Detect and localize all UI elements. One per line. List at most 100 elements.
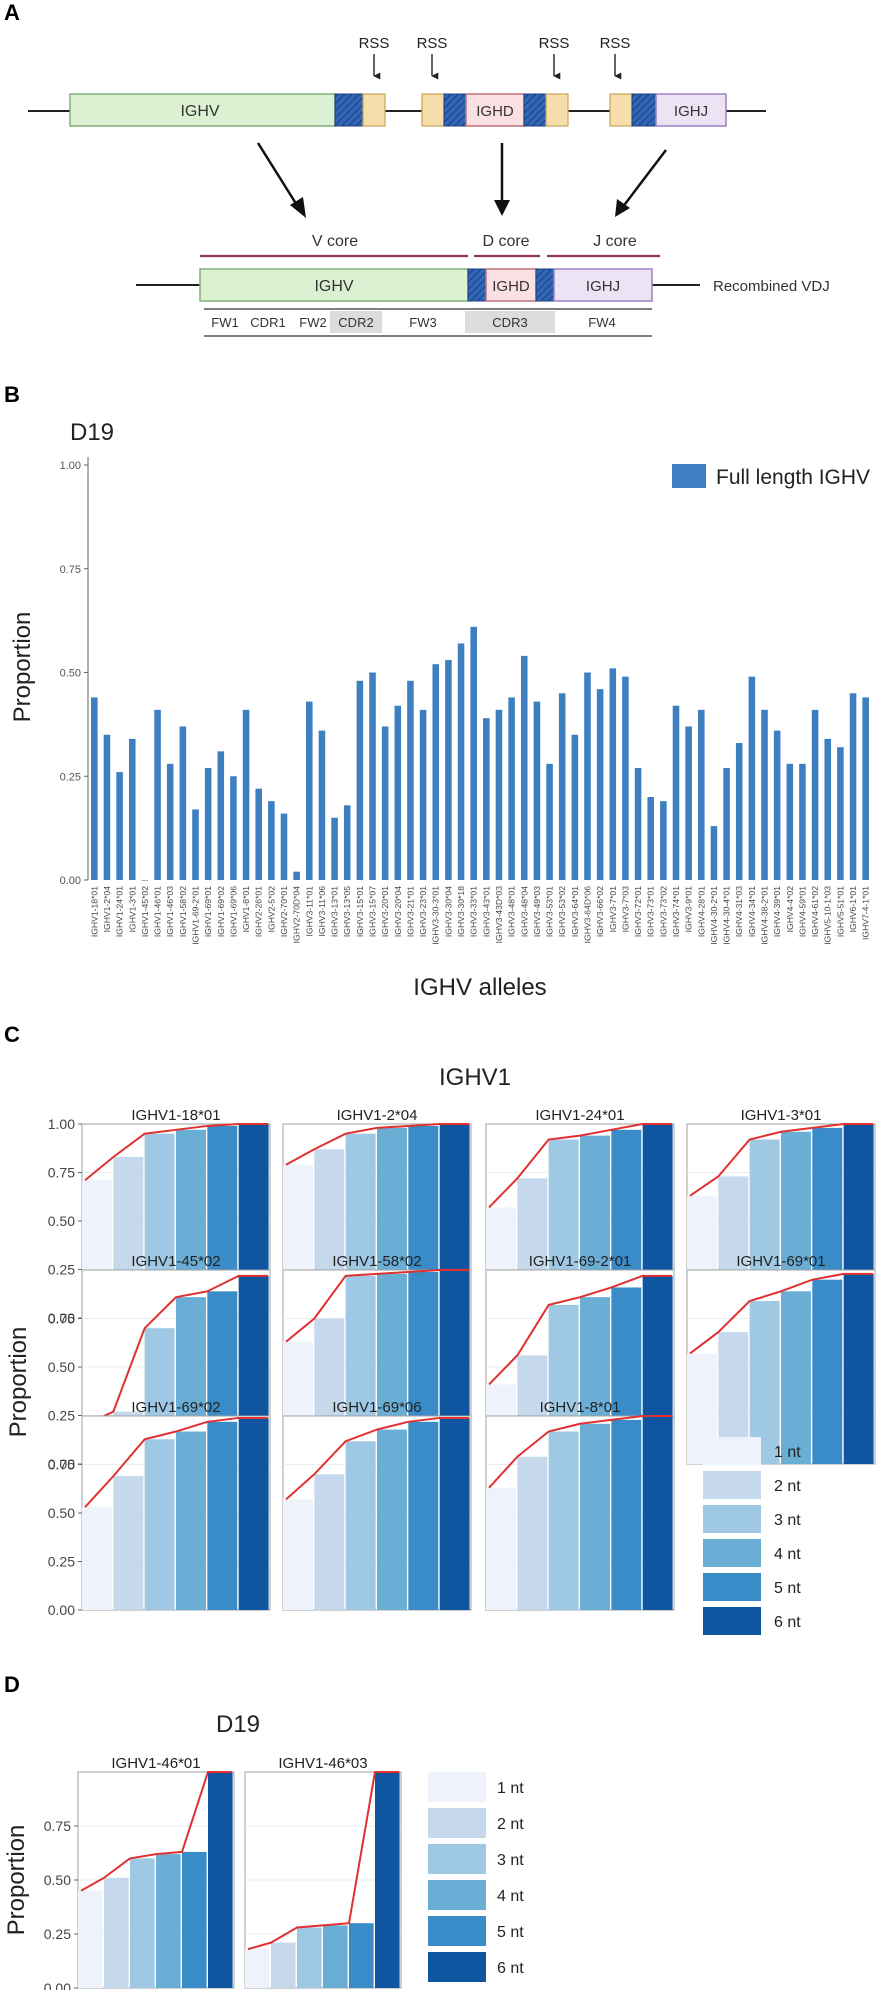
chart-b-bar xyxy=(546,763,553,880)
chart-d-facet-bar xyxy=(271,1942,296,1988)
chart-b-bar xyxy=(179,726,187,880)
chart-b-bar xyxy=(685,726,692,880)
chart-b-bar xyxy=(192,809,199,880)
chart-c-facet-red-line xyxy=(285,1416,469,1501)
chart-d-legend-swatch xyxy=(428,1916,486,1946)
recomb-arrow-j xyxy=(621,149,667,209)
chart-b-bar xyxy=(331,817,338,880)
chart-b-xtick-label: IGHV3-66*02 xyxy=(595,886,605,937)
chart-d-legend-label: 1 nt xyxy=(497,1780,524,1797)
chart-b-xtick-label: IGHV3-49*03 xyxy=(532,886,542,937)
chart-c-facet-title: IGHV1-69-2*01 xyxy=(529,1253,632,1270)
chart-b-bar xyxy=(609,668,617,880)
chart-b-bar xyxy=(533,701,541,880)
chart-b-xtick-label: IGHV4-31*03 xyxy=(734,886,744,937)
panel-c-letter: C xyxy=(4,1022,20,1047)
germline-ighj-segment xyxy=(655,93,727,127)
chart-d-facet-bar xyxy=(375,1772,400,1988)
chart-c-facet-red-line xyxy=(488,1123,672,1209)
chart-c-ytick-label: 0.00 xyxy=(48,1456,75,1472)
chart-d-legend-swatch xyxy=(428,1880,486,1910)
chart-b-bar xyxy=(242,709,250,880)
chart-b-xtick-label: IGHV3-7*03 xyxy=(620,886,630,933)
region-cdr1: CDR1 xyxy=(250,315,285,330)
chart-c-ytick-label: 0.75 xyxy=(48,1457,75,1473)
panel-b-letter: B xyxy=(4,382,20,407)
chart-c-facet-title: IGHV1-69*02 xyxy=(131,1399,220,1416)
chart-b-xtick-label: IGHV7-4-1*01 xyxy=(861,886,871,940)
chart-b-ylabel: Proportion xyxy=(9,612,36,723)
chart-b-bar xyxy=(419,709,427,880)
germline-j-hatch xyxy=(631,93,657,127)
chart-d-ytick-label: 0.75 xyxy=(44,1818,71,1834)
region-cdr2: CDR2 xyxy=(338,315,373,330)
chart-b-xtick-label: IGHV2-70*01 xyxy=(279,886,289,937)
chart-b-xtick-label: IGHV3-33*01 xyxy=(469,886,479,937)
chart-c-facet-title: IGHV1-18*01 xyxy=(131,1107,220,1124)
chart-c-ytick-label: 0.75 xyxy=(48,1165,75,1181)
panel-d: D D19 Proportion IGHV1-46*01 0.00 0.25 0.50… xyxy=(3,1672,524,1990)
chart-c-facet-red-line xyxy=(285,1269,469,1343)
germline-v-hatch xyxy=(334,93,364,127)
chart-c-ytick-label: 0.25 xyxy=(48,1408,75,1424)
chart-c: IGHV1-18*01 0.00 0.25 0.50 0.75 1.00 IGHV1-2*0… xyxy=(48,1107,876,1635)
chart-d-facet-title: IGHV1-46*01 xyxy=(111,1755,200,1772)
chart-b-bar xyxy=(849,693,857,880)
chart-c-ytick-label: 0.00 xyxy=(48,1310,75,1326)
chart-c-facet-bar xyxy=(345,1441,376,1610)
chart-b-bar xyxy=(445,660,452,880)
d-core-label: D core xyxy=(482,233,529,250)
chart-b-xtick-label: IGHV4-4*02 xyxy=(785,886,795,933)
chart-b-xtick-label: IGHV3-15*07 xyxy=(368,886,378,937)
chart-d-facet-bar xyxy=(156,1854,181,1988)
rss-label-1: RSS xyxy=(359,35,390,52)
chart-c-legend-swatch xyxy=(703,1505,761,1533)
germline-ighj-label: IGHJ xyxy=(674,103,708,120)
chart-b-xtick-label: IGHV3-30*18 xyxy=(456,886,466,937)
chart-b-xtick-label: IGHV2-26*01 xyxy=(254,886,264,937)
chart-b-xtick-label: IGHV1-8*01 xyxy=(241,886,251,933)
rss-label-3: RSS xyxy=(539,35,570,52)
chart-c-legend-swatch xyxy=(703,1471,761,1499)
chart-b-xtick-label: IGHV4-30-4*01 xyxy=(722,886,732,945)
chart-c-facet-bar xyxy=(812,1279,843,1464)
chart-c-facet-red-line xyxy=(84,1274,268,1427)
chart-c-ytick-label: 0.25 xyxy=(48,1554,75,1570)
germline-ighv-segment xyxy=(69,93,336,127)
chart-c-ylabel: Proportion xyxy=(5,1327,32,1438)
recomb-arrowhead-j xyxy=(615,199,630,217)
recombined-ighv-label: IGHV xyxy=(314,278,353,295)
chart-b-xtick-label: IGHV1-46*01 xyxy=(153,886,163,937)
chart-b-bar xyxy=(255,788,262,880)
chart-b-xtick-label: IGHV3-11*01 xyxy=(304,886,314,937)
chart-b-bar xyxy=(773,730,781,880)
chart-c-legend-label: 6 nt xyxy=(774,1614,801,1631)
chart-b-ytick-label: 0.00 xyxy=(60,875,81,887)
chart-b-xtick-label: IGHV3-64D*06 xyxy=(582,886,592,944)
chart-b-bar xyxy=(672,705,680,880)
chart-b-xtick-label: IGHV3-43D*03 xyxy=(494,886,504,944)
chart-c-facet-red-line xyxy=(689,1123,873,1197)
chart-b-legend-swatch xyxy=(672,464,706,488)
chart-d-facet-bar xyxy=(104,1877,129,1988)
chart-d-facet-bar xyxy=(297,1927,322,1988)
chart-c-facet-title: IGHV1-8*01 xyxy=(540,1399,621,1416)
chart-c-facet-bar xyxy=(238,1417,269,1610)
chart-d-facet-bar xyxy=(182,1851,207,1988)
recombined-hatch-1 xyxy=(467,268,487,302)
panel-c: C IGHV1 Proportion IGHV1-18*01 0.00 0.25 0.… xyxy=(4,1022,876,1635)
chart-b-bar xyxy=(457,643,465,880)
chart-b-xtick-label: IGHV4-30-2*01 xyxy=(709,886,719,945)
chart-b-ytick-label: 0.25 xyxy=(60,771,81,783)
chart-b-bar xyxy=(811,709,819,880)
chart-c-ytick-label: 0.00 xyxy=(48,1602,75,1618)
chart-b-xtick-label: IGHV4-59*01 xyxy=(797,886,807,937)
chart-d: IGHV1-46*01 0.00 0.25 0.50 0.75 IGHV1-46*03 1 … xyxy=(44,1755,524,1990)
chart-d-facet-bar xyxy=(349,1923,374,1988)
chart-d-facet-bar xyxy=(323,1925,348,1988)
chart-b-xtick-label: IGHV2-5*02 xyxy=(266,886,276,933)
panel-a: A RSS RSS RSS RSS IGHV IGHD IGHJ xyxy=(4,0,830,337)
rss-label-4: RSS xyxy=(600,35,631,52)
chart-d-ytick-label: 0.00 xyxy=(44,1980,71,1990)
recombined-hatch-2 xyxy=(535,268,555,302)
